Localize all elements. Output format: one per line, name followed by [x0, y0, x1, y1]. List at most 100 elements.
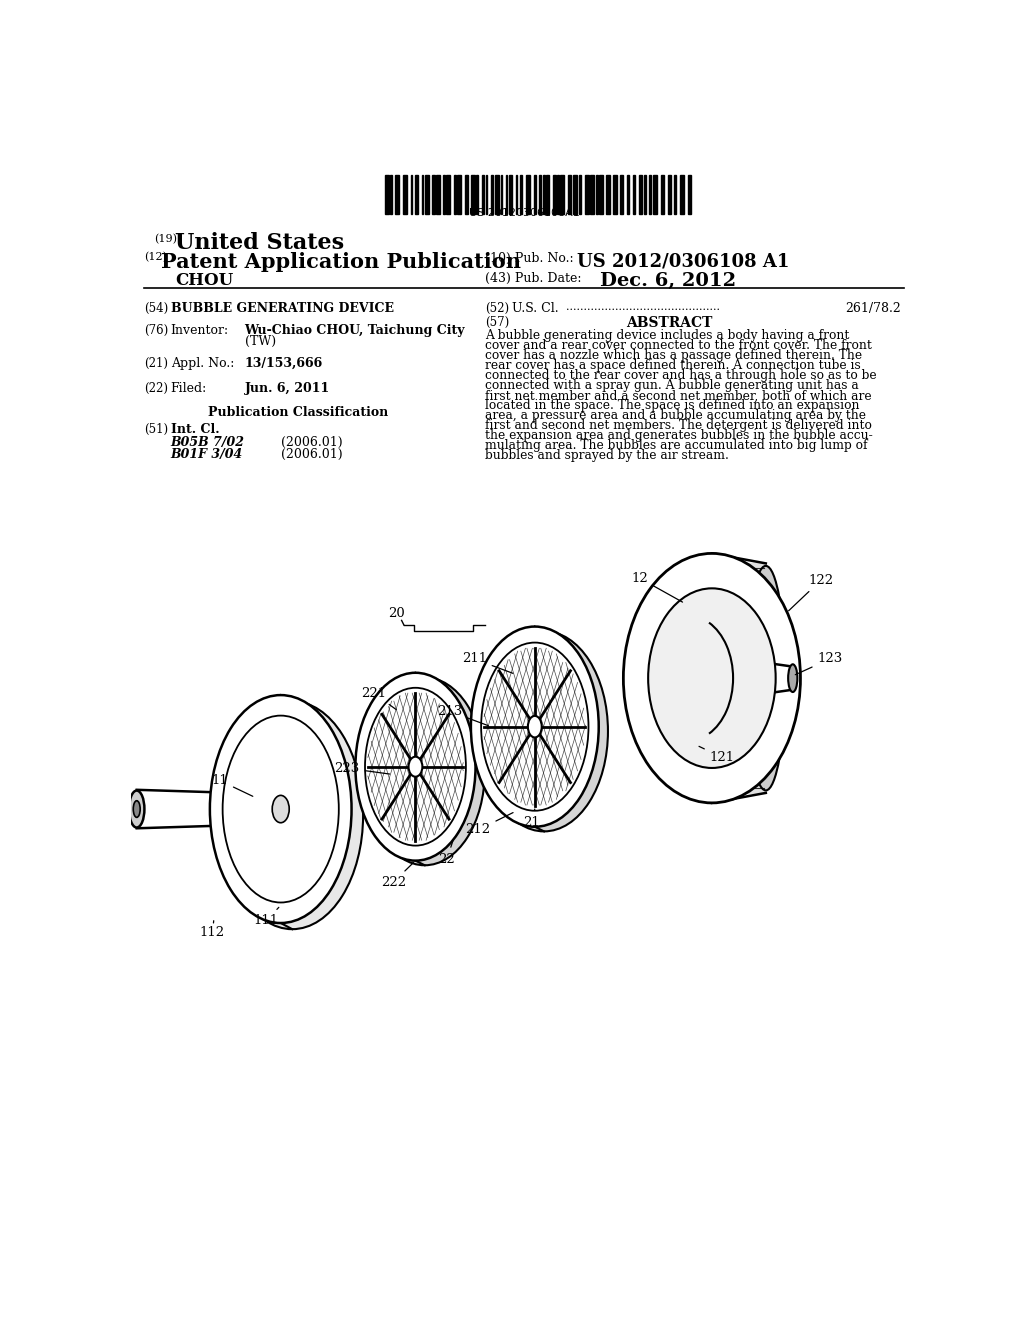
Bar [390, 176, 392, 214]
Bar [471, 176, 475, 214]
Bar [605, 176, 609, 214]
Ellipse shape [272, 796, 289, 822]
Text: 123: 123 [796, 652, 843, 675]
Bar [628, 176, 629, 214]
Ellipse shape [133, 801, 140, 817]
Bar [613, 176, 617, 214]
Bar [411, 176, 413, 214]
Bar [385, 176, 388, 214]
Text: Dec. 6, 2012: Dec. 6, 2012 [600, 272, 736, 290]
Bar [506, 176, 507, 214]
Text: 121: 121 [699, 746, 735, 764]
Text: (54): (54) [144, 302, 169, 314]
Text: 112: 112 [200, 921, 225, 939]
Text: 22: 22 [438, 841, 456, 866]
Text: 222: 222 [381, 862, 414, 888]
Text: first and second net members. The detergent is delivered into: first and second net members. The deterg… [484, 420, 871, 433]
Text: first net member and a second net member, both of which are: first net member and a second net member… [484, 389, 871, 403]
Text: (10) Pub. No.:: (10) Pub. No.: [484, 252, 573, 265]
Ellipse shape [471, 627, 599, 826]
Text: the expansion area and generates bubbles in the bubble accu-: the expansion area and generates bubbles… [484, 429, 872, 442]
Bar [599, 176, 603, 214]
Bar [481, 176, 484, 214]
Text: cover has a nozzle which has a passage defined therein. The: cover has a nozzle which has a passage d… [484, 350, 862, 363]
Bar [425, 176, 429, 214]
Bar [644, 176, 646, 214]
Text: 111: 111 [254, 907, 279, 927]
Text: Filed:: Filed: [171, 381, 207, 395]
Text: Wu-Chiao CHOU, Taichung City: Wu-Chiao CHOU, Taichung City [245, 323, 465, 337]
Text: (57): (57) [484, 317, 509, 329]
Ellipse shape [365, 688, 466, 846]
Text: 11: 11 [211, 774, 253, 796]
Ellipse shape [355, 673, 475, 861]
Ellipse shape [222, 715, 339, 903]
Bar [495, 176, 499, 214]
Bar [526, 176, 530, 214]
Text: 221: 221 [361, 686, 396, 710]
Bar [590, 176, 594, 214]
Text: 223: 223 [335, 762, 389, 775]
Text: 12: 12 [631, 572, 683, 602]
Bar [490, 176, 494, 214]
Ellipse shape [409, 756, 422, 776]
Text: 213: 213 [437, 705, 488, 726]
Bar [620, 176, 624, 214]
Bar [432, 176, 435, 214]
Text: Inventor:: Inventor: [171, 323, 228, 337]
Text: area, a pressure area and a bubble accumulating area by the: area, a pressure area and a bubble accum… [484, 409, 865, 422]
Bar [457, 176, 461, 214]
Bar [557, 176, 559, 214]
Bar [436, 176, 440, 214]
Ellipse shape [481, 643, 589, 810]
Text: 211: 211 [462, 652, 513, 673]
Text: BUBBLE GENERATING DEVICE: BUBBLE GENERATING DEVICE [171, 302, 393, 314]
Bar [403, 176, 407, 214]
Text: United States: United States [175, 232, 344, 255]
Text: connected to the rear cover and has a through hole so as to be: connected to the rear cover and has a th… [484, 370, 877, 383]
Bar [568, 176, 571, 214]
Text: Int. Cl.: Int. Cl. [171, 424, 219, 437]
Text: (2006.01): (2006.01) [281, 436, 342, 449]
Ellipse shape [221, 701, 364, 929]
Ellipse shape [367, 690, 465, 843]
Ellipse shape [624, 553, 801, 803]
Bar [540, 176, 541, 214]
Text: (22): (22) [144, 381, 168, 395]
Bar [688, 176, 691, 214]
Text: U.S. Cl.: U.S. Cl. [512, 302, 559, 314]
Bar [395, 176, 399, 214]
Text: B01F 3/04: B01F 3/04 [171, 447, 243, 461]
Bar [454, 176, 456, 214]
Bar [668, 176, 671, 214]
Text: ABSTRACT: ABSTRACT [627, 317, 713, 330]
Text: Patent Application Publication: Patent Application Publication [162, 252, 521, 272]
Ellipse shape [648, 589, 775, 768]
Text: (19): (19) [154, 234, 177, 244]
Text: 13/153,666: 13/153,666 [245, 358, 323, 370]
Bar [476, 176, 478, 214]
Ellipse shape [365, 677, 484, 866]
Text: Publication Classification: Publication Classification [208, 407, 388, 420]
Bar [465, 176, 468, 214]
Text: (43) Pub. Date:: (43) Pub. Date: [484, 272, 582, 285]
Bar [515, 176, 517, 214]
Bar [501, 176, 503, 214]
Ellipse shape [528, 715, 542, 738]
Ellipse shape [129, 791, 144, 828]
Text: 212: 212 [466, 813, 513, 837]
Bar [547, 176, 550, 214]
Text: Jun. 6, 2011: Jun. 6, 2011 [245, 381, 330, 395]
Bar [639, 176, 642, 214]
Bar [579, 176, 581, 214]
Text: (2006.01): (2006.01) [281, 447, 342, 461]
Bar [485, 176, 487, 214]
Bar [535, 176, 536, 214]
Text: (TW): (TW) [245, 335, 275, 347]
Text: 20: 20 [388, 607, 406, 620]
Bar [573, 176, 578, 214]
Text: 122: 122 [788, 574, 834, 611]
Text: (51): (51) [144, 424, 169, 437]
Bar [422, 176, 423, 214]
Bar [520, 176, 522, 214]
